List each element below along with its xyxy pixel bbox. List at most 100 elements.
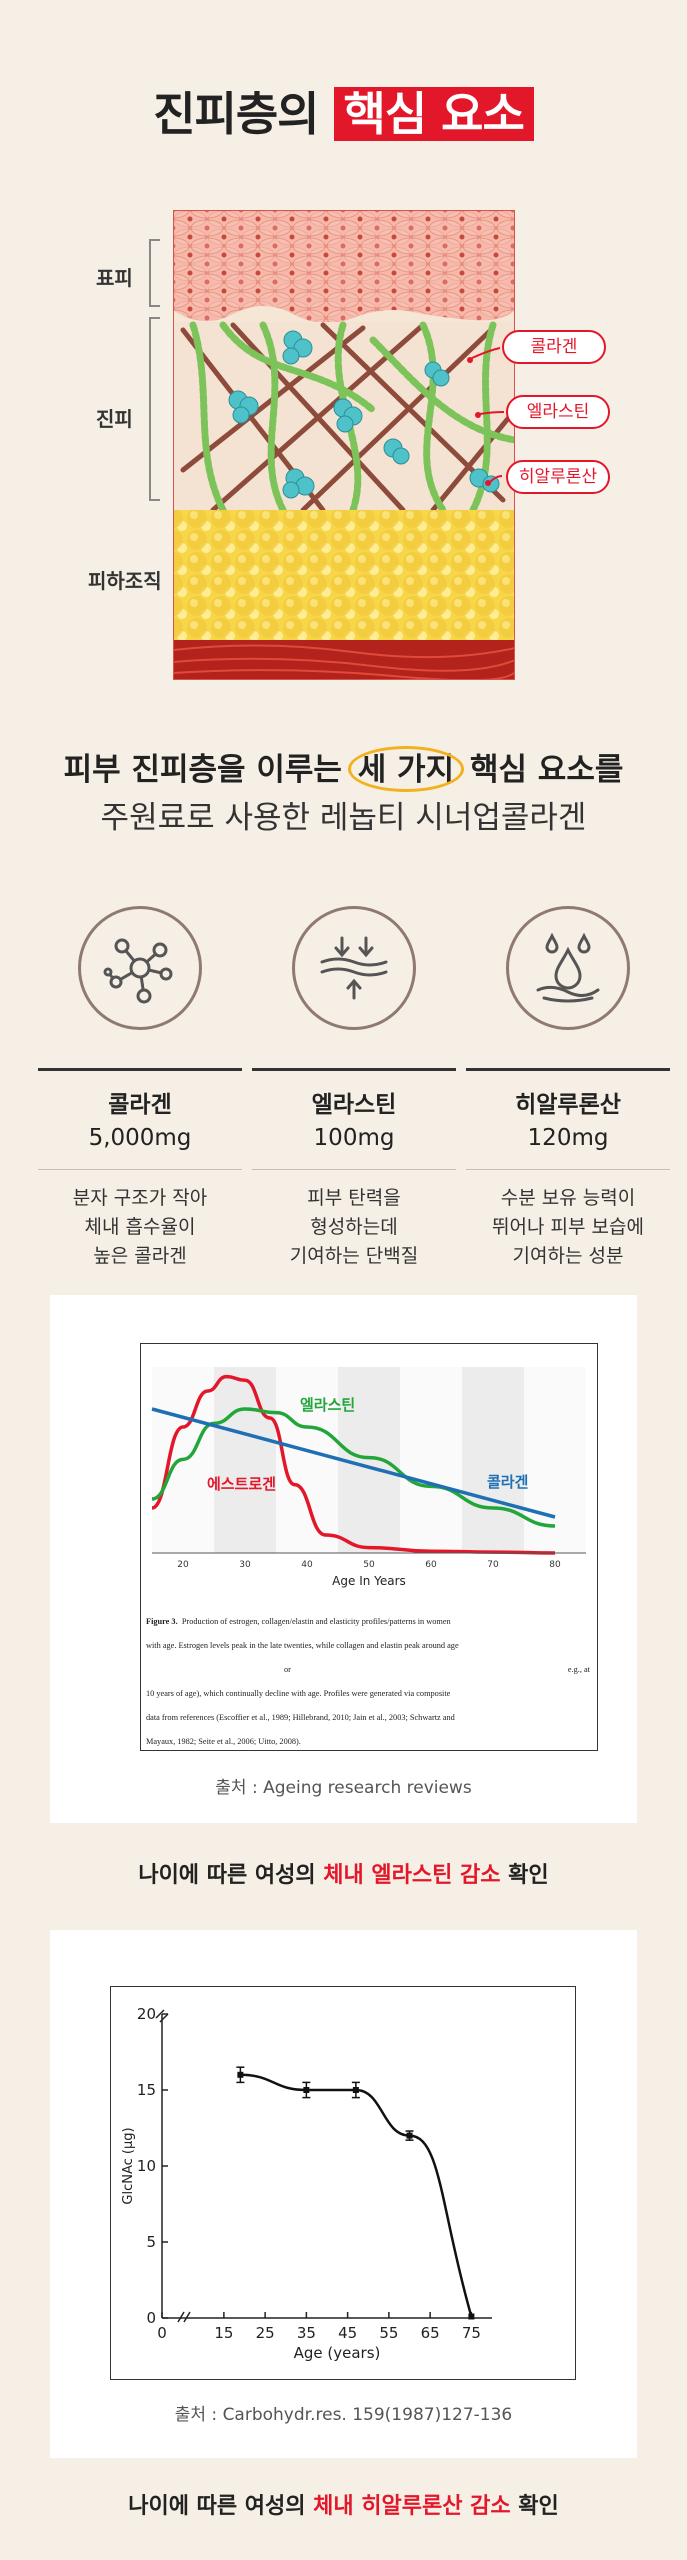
- series-line-1: [151, 1407, 556, 1528]
- desc-line: 뛰어나 피부 보습에: [492, 1216, 644, 1238]
- y-tick-label: 5: [146, 2233, 156, 2251]
- layer-label-epidermis: 표피: [96, 266, 133, 290]
- figure-caption-line: e.g., at: [567, 1665, 590, 1674]
- ingredient-amount: 120mg: [527, 1125, 609, 1151]
- caption-prefix: 나이에 따른 여성의: [138, 1863, 316, 1888]
- figure-caption-line: with age. Estrogen levels peak in the la…: [146, 1641, 459, 1650]
- molecule-icon: [78, 906, 202, 1030]
- ingredient-name: 엘라스틴: [311, 1092, 397, 1118]
- ingredient-description: 분자 구조가 작아 체내 흡수율이 높은 콜라겐: [38, 1184, 242, 1271]
- water-drop-icon: [506, 906, 630, 1030]
- figure-frame: [110, 1986, 576, 2380]
- ingredient-name: 히알루론산: [515, 1092, 621, 1118]
- desc-line: 기여하는 단백질: [289, 1245, 419, 1267]
- figure-caption-line: Mayaux, 1982; Seite et al., 2006; Uitto,…: [146, 1737, 301, 1746]
- series-line-2: [151, 1407, 556, 1519]
- x-tick-label: 80: [549, 1560, 561, 1570]
- x-tick-label: 50: [363, 1560, 375, 1570]
- caption-highlight: 체내 히알루론산 감소: [313, 2494, 511, 2519]
- x-tick-label: 35: [297, 2324, 316, 2342]
- callout-lines: [467, 347, 505, 486]
- figure-caption-line: 10 years of age), which continually decl…: [146, 1689, 451, 1698]
- y-tick-label: 0: [146, 2309, 156, 2327]
- intro-line-1: 피부 진피층을 이루는 세 가지 핵심 요소를: [0, 746, 687, 794]
- series-line-0: [151, 1374, 556, 1555]
- desc-line: 수분 보유 능력이: [500, 1187, 636, 1209]
- caption-suffix: 확인: [518, 2494, 559, 2519]
- desc-line: 기여하는 성분: [512, 1245, 624, 1267]
- x-tick-label: 0: [157, 2324, 167, 2342]
- desc-line: 높은 콜라겐: [93, 1245, 187, 1267]
- chart-source: 출처 : Carbohydr.res. 159(1987)127-136: [174, 2405, 513, 2425]
- figure-caption-line: data from references (Escoffier et al., …: [146, 1713, 455, 1722]
- chart-source: 출처 : Ageing research reviews: [215, 1778, 472, 1798]
- figure-caption-line: Production of estrogen, collagen/elastin…: [181, 1617, 451, 1626]
- data-point: [352, 2087, 359, 2093]
- y-axis-break: [155, 2009, 169, 2023]
- chart-caption-hyaluronic-acid: 나이에 따른 여성의 체내 히알루론산 감소 확인: [0, 2488, 687, 2520]
- divider: [466, 1068, 670, 1071]
- divider: [252, 1068, 456, 1071]
- divider: [466, 1169, 670, 1170]
- x-tick-label: 40: [301, 1560, 313, 1570]
- series-label: 콜라겐: [487, 1473, 528, 1491]
- layer-brackets: [149, 239, 160, 501]
- y-axis-label: GlcNAc (μg): [121, 2127, 136, 2204]
- desc-line: 분자 구조가 작아: [72, 1187, 208, 1209]
- layer-label-dermis: 진피: [96, 407, 133, 431]
- chart-card-elastin: 콜라겐 엘라스틴 에스트로겐 20 30 40 50 60 70 80 Age In Years F…: [50, 1295, 637, 1823]
- desc-line: 형성하는데: [310, 1216, 398, 1238]
- x-tick-label: 15: [214, 2324, 233, 2342]
- series-label: 에스트로겐: [207, 1475, 276, 1493]
- figure-caption: Figure 3. Production of estrogen, collag…: [146, 1610, 596, 1754]
- y-tick-label: 15: [137, 2081, 156, 2099]
- x-axis-label: Age (years): [294, 2344, 381, 2362]
- intro-circled-text: 세 가지: [347, 746, 465, 794]
- x-tick-label: 75: [462, 2324, 481, 2342]
- data-point: [237, 2071, 244, 2078]
- intro-line-2: 주원료로 사용한 레놉티 시너업콜라겐: [100, 800, 587, 836]
- x-tick-label: 45: [338, 2324, 357, 2342]
- page-title: 진피층의 핵심 요소: [0, 78, 687, 144]
- x-axis-label: Age In Years: [332, 1574, 406, 1588]
- ingredient-name: 콜라겐: [108, 1092, 172, 1118]
- divider: [38, 1068, 242, 1071]
- ingredient-hyaluronic-acid: 히알루론산 120mg 수분 보유 능력이 뛰어나 피부 보습에 기여하는 성분: [466, 906, 670, 1271]
- line-chart-glcnac: 0 5 10 15 20 0 15 25 35 45 55 65 75 Age (years) GlcNAc…: [121, 2005, 492, 2362]
- callout-hyaluronic-acid: 히알루론산: [506, 460, 610, 494]
- title-prefix: 진피층의: [153, 87, 319, 141]
- intro-text: 피부 진피층을 이루는 세 가지 핵심 요소를 주원료로 사용한 레놉티 시너업…: [0, 746, 687, 842]
- series-label: 엘라스틴: [300, 1396, 355, 1414]
- skin-layers-diagram: [173, 210, 515, 680]
- callout-collagen: 콜라겐: [502, 330, 606, 364]
- data-point: [303, 2087, 310, 2093]
- intro-line1-part-a: 피부 진피층을 이루는: [63, 752, 342, 788]
- ingredient-collagen: 콜라겐 5,000mg 분자 구조가 작아 체내 흡수율이 높은 콜라겐: [38, 906, 242, 1271]
- ingredient-description: 수분 보유 능력이 뛰어나 피부 보습에 기여하는 성분: [466, 1184, 670, 1271]
- layer-label-subcutis: 피하조직: [88, 569, 162, 593]
- data-point: [406, 2132, 413, 2139]
- figure-caption-line: or: [284, 1665, 291, 1674]
- x-tick-label: 60: [425, 1560, 437, 1570]
- ingredient-elastin: 엘라스틴 100mg 피부 탄력을 형성하는데 기여하는 단백질: [252, 906, 456, 1271]
- data-point: [468, 2313, 475, 2320]
- x-tick-label: 70: [487, 1560, 499, 1570]
- grid-band: [462, 1367, 524, 1553]
- intro-line1-part-b: 핵심 요소를: [469, 752, 624, 788]
- x-tick-label: 55: [379, 2324, 398, 2342]
- caption-prefix: 나이에 따른 여성의: [128, 2494, 306, 2519]
- elasticity-arrows-icon: [292, 906, 416, 1030]
- grid-band: [214, 1367, 276, 1553]
- desc-line: 체내 흡수율이: [84, 1216, 196, 1238]
- title-highlight: 핵심 요소: [333, 87, 534, 141]
- chart-caption-elastin: 나이에 따른 여성의 체내 엘라스틴 감소 확인: [0, 1857, 687, 1889]
- caption-highlight: 체내 엘라스틴 감소: [323, 1863, 501, 1888]
- x-tick-label: 65: [421, 2324, 440, 2342]
- caption-suffix: 확인: [508, 1863, 549, 1888]
- figure-label: Figure 3.: [146, 1617, 178, 1626]
- chart-card-hyaluronic-acid: 0 5 10 15 20 0 15 25 35 45 55 65 75 Age (years) GlcNAc…: [50, 1930, 637, 2458]
- figure-frame: [140, 1343, 598, 1751]
- y-tick-label: 10: [137, 2157, 156, 2175]
- ingredient-amount: 5,000mg: [88, 1125, 192, 1151]
